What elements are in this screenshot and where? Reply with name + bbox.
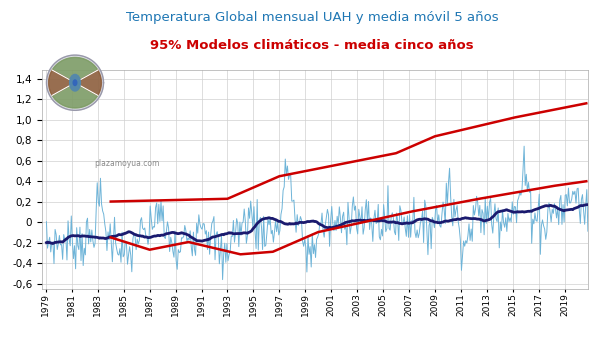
Polygon shape xyxy=(49,70,75,95)
Polygon shape xyxy=(75,70,101,95)
Text: 95% Modelos climáticos - media cinco años: 95% Modelos climáticos - media cinco año… xyxy=(150,39,474,52)
Circle shape xyxy=(70,74,80,91)
Text: Temperatura Global mensual UAH y media móvil 5 años: Temperatura Global mensual UAH y media m… xyxy=(125,11,499,24)
Text: plazamoyua.com: plazamoyua.com xyxy=(94,159,159,168)
Polygon shape xyxy=(47,55,104,110)
Polygon shape xyxy=(52,83,98,108)
Polygon shape xyxy=(52,57,98,83)
Circle shape xyxy=(73,80,77,86)
